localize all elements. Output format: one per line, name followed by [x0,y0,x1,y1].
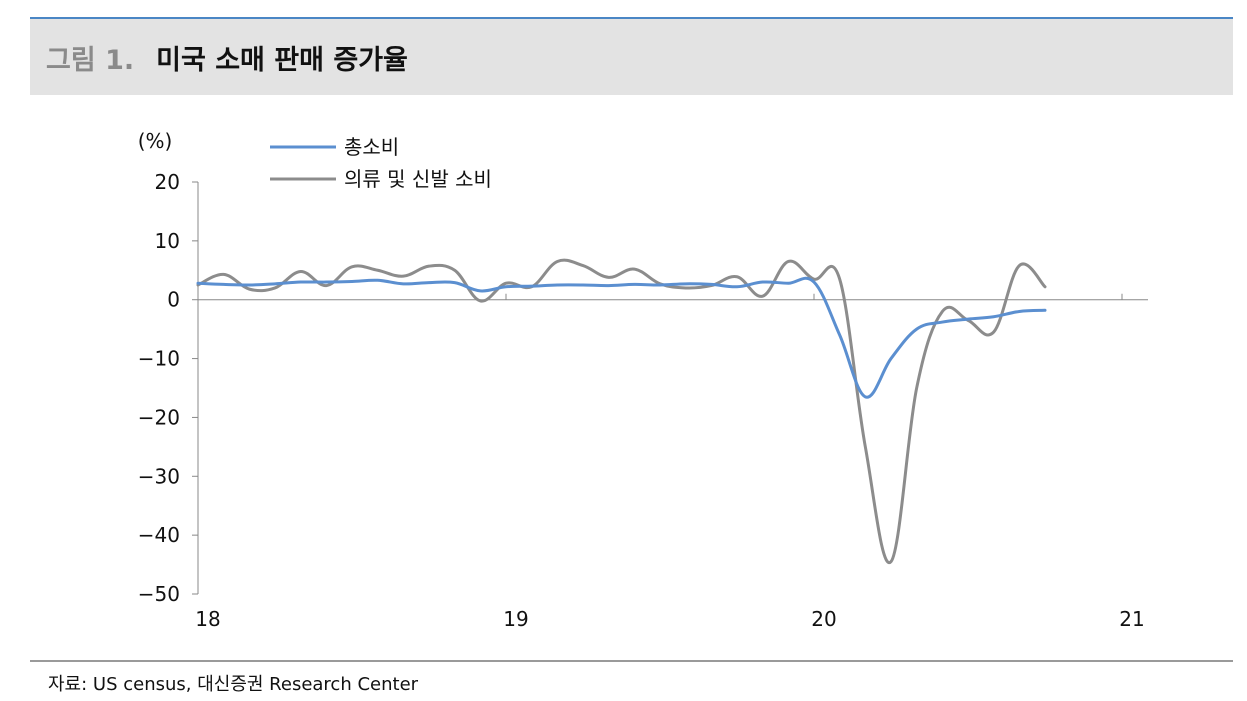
source-note: 자료: US census, 대신증권 Research Center [48,674,419,695]
y-tick-label: −40 [138,523,180,547]
y-tick-label: −10 [138,347,180,371]
figure-title: 미국 소매 판매 증가율 [156,44,408,76]
series-line-total-consumption [196,276,1047,399]
y-tick-label: 20 [155,170,180,194]
y-tick-label: 10 [155,229,180,253]
x-tick-label: 21 [1119,607,1144,631]
series-line-apparel-footwear [196,258,1047,565]
x-tick-label: 18 [195,607,220,631]
x-tick-label: 19 [503,607,528,631]
figure-title-bar: 그림 1. 미국 소매 판매 증가율 [30,19,1233,95]
y-tick-label: 0 [167,288,180,312]
y-tick-label: −50 [138,582,180,606]
x-axis: 18 19 20 21 [195,293,1148,631]
series-layer [196,258,1047,565]
top-rule [30,17,1233,19]
legend-label: 총소비 [344,135,399,159]
bottom-rule [30,660,1233,662]
x-tick-label: 20 [811,607,836,631]
y-tick-label: −20 [138,405,180,429]
legend-label: 의류 및 신발 소비 [344,167,492,191]
figure-number: 그림 1. [46,44,135,76]
y-tick-label: −30 [138,464,180,488]
y-axis-unit-label: (%) [138,129,173,153]
y-axis: 20 10 0 −10 −20 −30 −40 −50 [138,170,199,606]
